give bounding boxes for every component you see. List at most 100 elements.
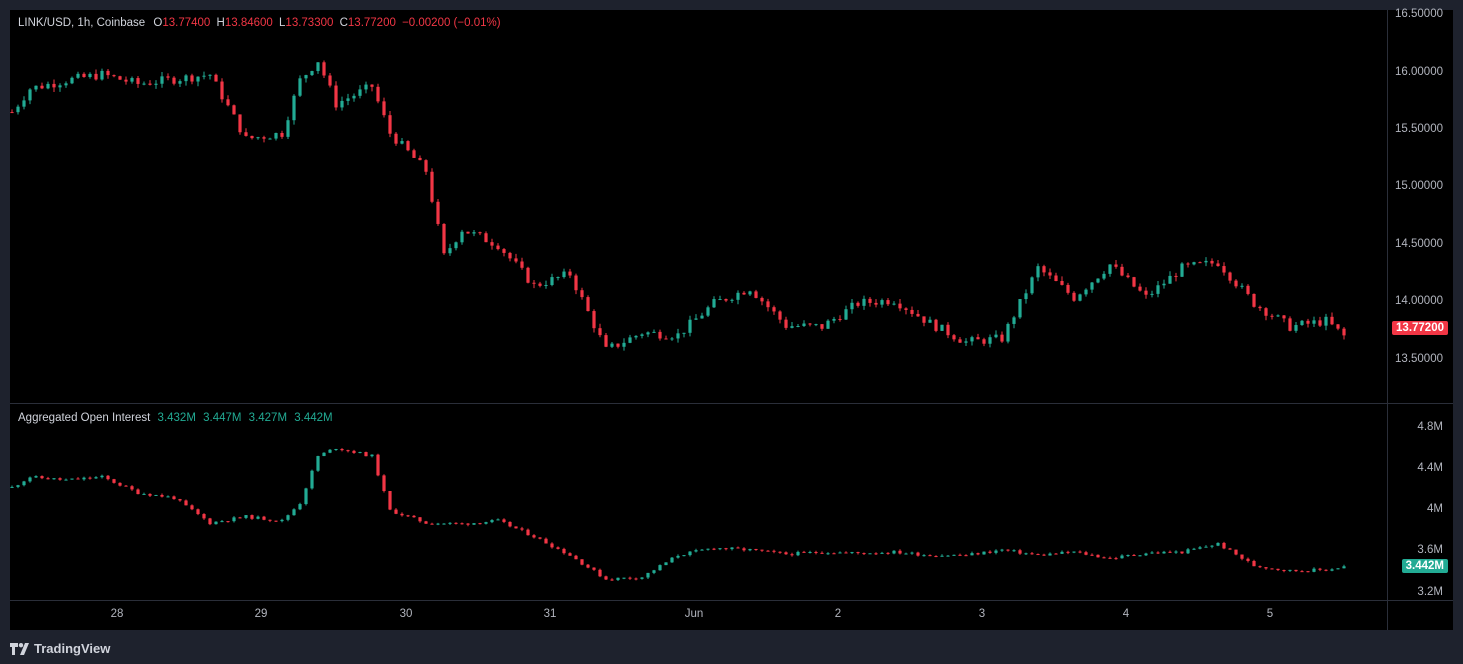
candle-body xyxy=(676,555,680,558)
candle-body xyxy=(1276,315,1280,317)
candle-body xyxy=(1288,318,1292,331)
candle-body xyxy=(130,486,134,490)
candle-body xyxy=(1318,320,1322,326)
candle-body xyxy=(148,493,152,496)
price-tick: 16.50000 xyxy=(1395,8,1443,20)
oi-axis[interactable]: 4.8M 4.4M 4M 3.6M 3.2M 3.442M xyxy=(1388,404,1453,600)
candle-body xyxy=(934,556,938,558)
candle-body xyxy=(28,89,32,101)
candle-body xyxy=(520,261,524,268)
candle-body xyxy=(304,488,308,505)
candle-body xyxy=(1048,272,1052,276)
candle-body xyxy=(808,551,812,553)
candle-body xyxy=(28,477,32,482)
candle-body xyxy=(754,291,758,298)
candle-body xyxy=(1186,263,1190,265)
candle-body xyxy=(568,271,572,276)
candle-body xyxy=(1090,554,1094,556)
close-value: 13.77200 xyxy=(347,17,396,29)
candle-body xyxy=(1228,548,1232,550)
candle-body xyxy=(64,479,68,481)
tradingview-logo[interactable]: TradingView xyxy=(10,641,110,656)
candle-body xyxy=(334,85,338,108)
candle-body xyxy=(1054,553,1058,555)
candle-body xyxy=(1318,568,1322,570)
candle-body xyxy=(1282,315,1286,319)
pane-divider[interactable] xyxy=(10,403,1453,404)
candle-body xyxy=(136,78,140,84)
candle-body xyxy=(568,553,572,556)
candle-body xyxy=(580,559,584,565)
candle-body xyxy=(748,291,752,295)
candle-body xyxy=(1198,547,1202,549)
candle-body xyxy=(142,83,146,85)
price-tick: 13.50000 xyxy=(1395,353,1443,365)
candle-body xyxy=(82,477,86,480)
candle-body xyxy=(1012,317,1016,324)
candle-body xyxy=(694,318,698,320)
candle-body xyxy=(274,132,278,139)
candle-body xyxy=(94,73,98,80)
price-candles[interactable] xyxy=(10,10,1387,403)
candle-body xyxy=(322,452,326,457)
candle-body xyxy=(340,449,344,451)
price-tick: 14.50000 xyxy=(1395,238,1443,250)
candle-body xyxy=(70,478,74,480)
candle-body xyxy=(40,85,44,89)
candle-body xyxy=(862,553,866,555)
candle-body xyxy=(1024,553,1028,555)
high-value: 13.84600 xyxy=(224,17,273,29)
time-tick: 3 xyxy=(978,608,986,620)
open-interest-candles[interactable] xyxy=(10,404,1387,600)
candle-body xyxy=(208,518,212,525)
candle-body xyxy=(466,523,470,525)
candle-body xyxy=(472,232,476,234)
candle-body xyxy=(394,509,398,514)
price-axis[interactable]: 16.50000 16.00000 15.50000 15.00000 14.5… xyxy=(1388,8,1453,403)
candle-body xyxy=(574,555,578,560)
axis-divider xyxy=(1387,10,1388,630)
open-interest-pane[interactable]: Aggregated Open Interest 3.432M 3.447M 3… xyxy=(10,404,1387,600)
candle-body xyxy=(478,523,482,525)
candle-body xyxy=(1246,285,1250,294)
price-pane[interactable]: LINK/USD, 1h, Coinbase O13.77400 H13.846… xyxy=(10,10,1387,403)
candle-body xyxy=(190,505,194,510)
candle-body xyxy=(268,138,272,140)
candle-body xyxy=(298,78,302,96)
candle-body xyxy=(244,132,248,136)
candle-body xyxy=(658,565,662,571)
oi-tick: 4.4M xyxy=(1417,462,1443,474)
candle-body xyxy=(1066,284,1070,293)
candle-body xyxy=(742,292,746,295)
candle-body xyxy=(670,557,674,563)
candle-body xyxy=(1096,278,1100,283)
candle-body xyxy=(1300,571,1304,573)
candle-body xyxy=(904,553,908,555)
candle-body xyxy=(1060,280,1064,285)
candle-body xyxy=(1258,306,1262,309)
candle-body xyxy=(112,479,116,483)
candle-body xyxy=(1252,293,1256,307)
candle-body xyxy=(436,201,440,224)
candle-body xyxy=(1282,570,1286,572)
candle-body xyxy=(382,101,386,116)
candle-body xyxy=(1036,266,1040,278)
candle-body xyxy=(1042,266,1046,273)
candle-body xyxy=(730,547,734,550)
candle-body xyxy=(76,478,80,480)
candle-body xyxy=(604,335,608,347)
candle-body xyxy=(634,578,638,580)
candle-body xyxy=(712,299,716,308)
candle-body xyxy=(514,526,518,529)
candle-body xyxy=(364,84,368,90)
candle-body xyxy=(658,331,662,339)
candle-body xyxy=(376,454,380,476)
candle-body xyxy=(106,475,110,480)
candle-body xyxy=(232,517,236,522)
candle-body xyxy=(52,83,56,88)
candle-body xyxy=(700,549,704,551)
candle-body xyxy=(1078,551,1082,553)
candle-body xyxy=(484,233,488,243)
candle-body xyxy=(700,315,704,319)
last-oi-badge: 3.442M xyxy=(1401,559,1448,573)
